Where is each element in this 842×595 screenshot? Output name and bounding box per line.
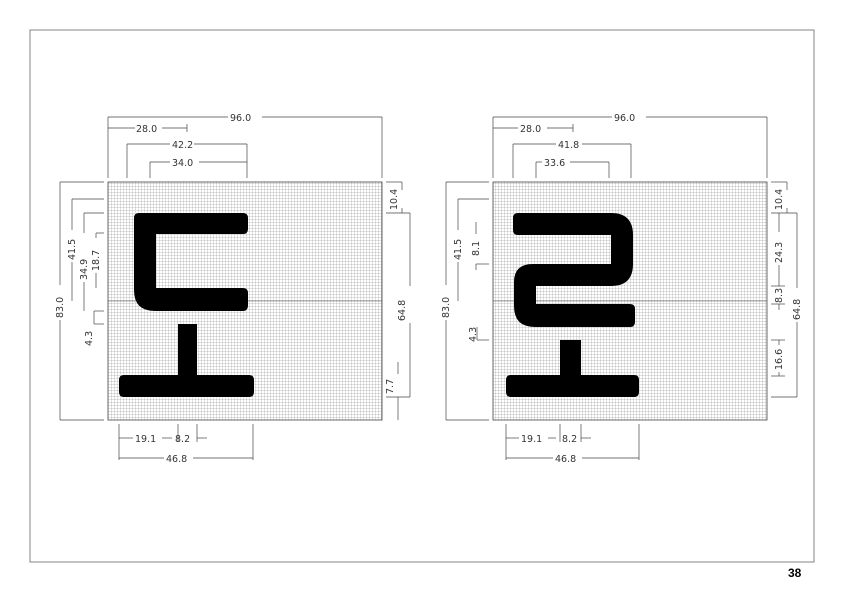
dim-top-offset-right: 28.0 [520, 124, 541, 135]
sheet-frame [29, 29, 815, 563]
glyph-o-bar [119, 375, 254, 397]
dim-right-top: 10.4 [389, 189, 400, 210]
glyph-o-stem-right [560, 340, 581, 376]
dim-bottom-left-right: 19.1 [521, 434, 542, 445]
dim-top-offset: 28.0 [136, 124, 157, 135]
dim-top-inner-width: 34.0 [172, 158, 193, 169]
dim-left-height: 83.0 [55, 297, 66, 318]
dim-left-height-right: 83.0 [441, 297, 452, 318]
dim-top-total-right: 96.0 [614, 113, 635, 124]
dim-right-top-right: 10.4 [774, 189, 785, 210]
dim-top-glyph-width-right: 41.8 [558, 140, 579, 151]
dim-left-a-right: 8.1 [471, 241, 482, 256]
dim-right-a-right: 24.3 [774, 242, 785, 263]
dim-right-height: 64.8 [397, 300, 408, 321]
dim-top-glyph-width: 42.2 [172, 140, 193, 151]
panel-right: 96.0 28.0 41.8 33.6 83.0 41.5 8.1 4.3 [441, 113, 803, 465]
dim-right-b-right: 8.3 [774, 288, 785, 303]
glyph-digeut [134, 213, 248, 311]
dim-left-b: 18.7 [91, 250, 102, 271]
dim-left-a: 34.9 [79, 259, 90, 280]
panel-left: 96.0 28.0 42.2 34.0 83.0 41.5 34.9 18.7 … [55, 113, 411, 465]
dim-bottom-width-right: 46.8 [555, 454, 576, 465]
glyph-rieul [513, 213, 635, 327]
dim-left-upper-right: 41.5 [453, 239, 464, 260]
dim-top-inner-width-right: 33.6 [544, 158, 565, 169]
dim-right-height-right: 64.8 [792, 299, 803, 320]
dim-right-c-right: 16.6 [774, 349, 785, 370]
dim-bottom-width: 46.8 [166, 454, 187, 465]
dim-top-total: 96.0 [230, 113, 251, 124]
glyph-o-stem [178, 324, 197, 376]
dim-right-bottom: 7.7 [385, 379, 396, 394]
glyph-o-bar-right [506, 375, 639, 397]
dim-bottom-stem-right: 8.2 [562, 434, 577, 445]
dim-bottom-stem: 8.2 [175, 434, 190, 445]
page-number: 38 [788, 566, 802, 580]
dim-bottom-left: 19.1 [135, 434, 156, 445]
dim-left-gap: 4.3 [84, 331, 95, 346]
dim-left-upper: 41.5 [67, 239, 78, 260]
dim-left-gap-right: 4.3 [468, 327, 479, 342]
